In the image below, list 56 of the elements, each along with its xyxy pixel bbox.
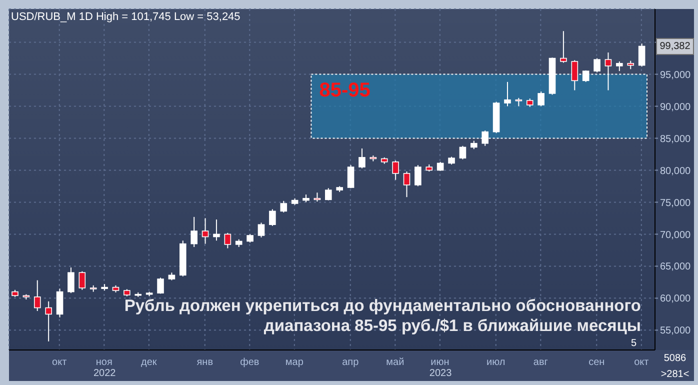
candlestick bbox=[392, 160, 399, 180]
text: 99,382 bbox=[656, 38, 694, 56]
candlestick bbox=[213, 218, 220, 242]
x-tick-label: авг bbox=[533, 357, 548, 368]
x-tick-label: июн bbox=[430, 357, 450, 368]
candlestick bbox=[616, 60, 623, 72]
x-tick-label: апр bbox=[342, 357, 360, 368]
candlestick bbox=[269, 208, 276, 226]
candlestick bbox=[224, 232, 232, 249]
candlestick bbox=[358, 148, 366, 169]
candlestick bbox=[202, 218, 209, 244]
y-tick-label: 90,000 bbox=[660, 102, 692, 113]
candlestick bbox=[34, 280, 41, 312]
candlestick bbox=[538, 91, 544, 107]
y-tick-label: 60,000 bbox=[660, 294, 692, 305]
candlestick bbox=[459, 145, 466, 160]
candlestick bbox=[638, 43, 646, 68]
text: 5086 bbox=[662, 353, 688, 364]
candlestick bbox=[157, 277, 164, 294]
candlestick bbox=[190, 216, 198, 248]
candlestick bbox=[414, 164, 422, 187]
y-tick-label: 55,000 bbox=[660, 326, 692, 337]
candlestick bbox=[403, 171, 410, 198]
y-tick-label: 95,000 bbox=[660, 70, 692, 81]
chart-title: USD/RUB_M 1D High = 101,745 Low = 53,245 bbox=[11, 11, 240, 23]
candlestick bbox=[325, 188, 332, 201]
candlestick bbox=[504, 81, 511, 107]
candlestick bbox=[45, 300, 52, 342]
x-tick-label: ноя bbox=[96, 357, 112, 368]
annotation: Рубль должен укрепиться до фундаментально обоснованного диапазона 85-95 руб./$1 в ближайшие месяцы bbox=[123, 296, 641, 336]
candlestick bbox=[347, 164, 354, 189]
text: 2022 bbox=[92, 368, 117, 379]
x-tick-label: май bbox=[386, 357, 404, 368]
candlestick bbox=[560, 30, 567, 64]
annotation: 5 bbox=[631, 338, 637, 349]
x-tick-label: янв bbox=[196, 357, 213, 368]
text: >281< bbox=[660, 369, 690, 380]
y-tick-label: 65,000 bbox=[660, 262, 692, 273]
y-tick-label: 80,000 bbox=[660, 166, 692, 177]
candlestick bbox=[68, 266, 74, 294]
band-label: 85-95 bbox=[319, 79, 370, 102]
candlestick bbox=[78, 270, 86, 290]
x-tick-label: мар bbox=[285, 357, 304, 368]
x-tick-label: июл bbox=[486, 357, 506, 368]
x-tick-label: дек bbox=[141, 357, 158, 368]
x-tick-label: окт bbox=[52, 357, 68, 368]
candlestick bbox=[280, 200, 288, 213]
x-tick-label: фев bbox=[240, 357, 260, 368]
candlestick bbox=[56, 288, 64, 318]
y-tick-label: 70,000 bbox=[660, 230, 692, 241]
candlestick bbox=[258, 222, 265, 238]
text: 2023 bbox=[428, 368, 453, 379]
y-tick-label: 85,000 bbox=[660, 134, 692, 145]
y-tick-label: 75,000 bbox=[660, 198, 692, 209]
x-tick-label: окт bbox=[634, 357, 650, 368]
x-tick-label: сен bbox=[588, 357, 605, 368]
